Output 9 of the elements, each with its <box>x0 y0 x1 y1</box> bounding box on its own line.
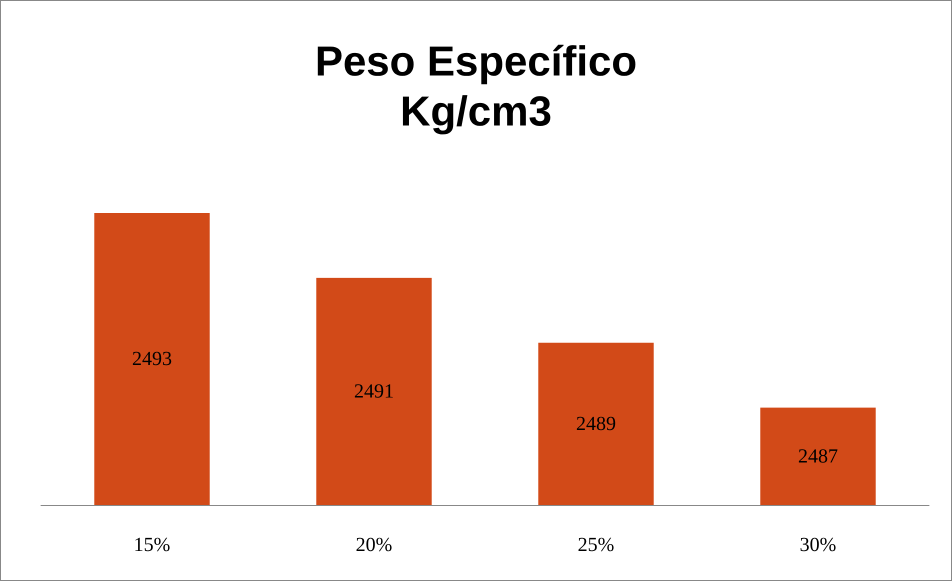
data-label: 2491 <box>354 380 394 402</box>
chart-title: Peso Específico Kg/cm3 <box>314 38 638 134</box>
x-tick-label: 20% <box>356 534 392 556</box>
x-tick-label: 15% <box>134 534 170 556</box>
data-label: 2489 <box>576 412 616 435</box>
x-tick-label: 25% <box>578 534 614 556</box>
x-tick-label: 30% <box>800 534 836 556</box>
data-label: 2487 <box>798 445 838 468</box>
data-label: 2493 <box>132 348 172 370</box>
